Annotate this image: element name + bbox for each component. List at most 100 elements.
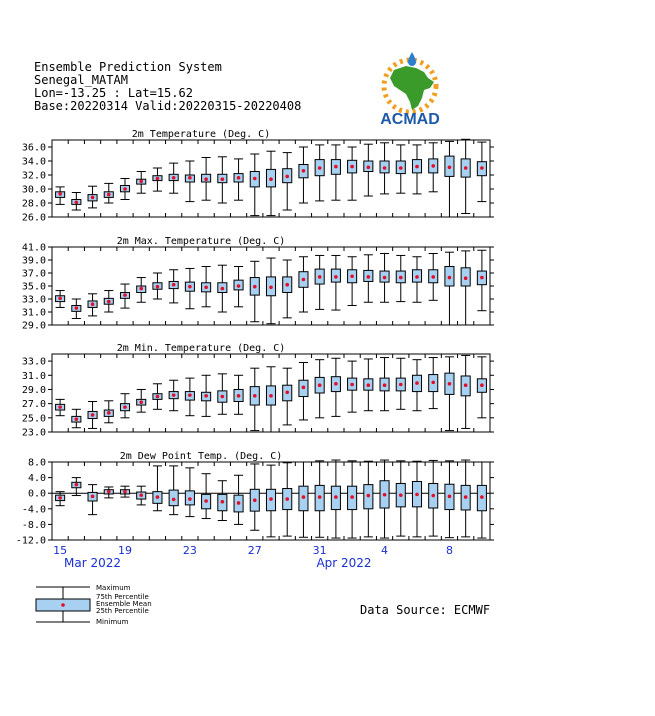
mean-dot <box>382 383 387 388</box>
panel-1-ytick-label: 35.0 <box>22 282 46 293</box>
mean-dot <box>480 383 484 388</box>
panel-2-ytick-label: 31.0 <box>22 371 46 382</box>
mean-dot <box>188 497 192 501</box>
mean-dot <box>90 413 95 417</box>
mean-dot <box>106 299 111 304</box>
x-tick-label: 23 <box>183 544 197 557</box>
mean-dot <box>366 383 371 388</box>
mean-dot <box>220 394 225 399</box>
mean-dot <box>301 495 306 499</box>
mean-dot <box>171 393 176 397</box>
mean-dot <box>171 497 176 502</box>
mean-dot <box>123 405 127 409</box>
water-drop-icon <box>408 52 416 66</box>
panel-0-ytick-label: 32.0 <box>22 171 46 182</box>
panel-3-title: 2m Dew Point Temp. (Deg. C) <box>120 451 283 462</box>
mean-dot <box>350 274 354 279</box>
panel-1-ytick-label: 39.0 <box>22 256 46 267</box>
mean-dot <box>139 179 144 184</box>
panel-0-ytick-label: 26.0 <box>22 213 46 224</box>
mean-dot <box>269 394 273 398</box>
mean-dot <box>123 293 127 297</box>
mean-dot <box>447 165 452 170</box>
x-tick-label: 8 <box>446 544 453 557</box>
mean-dot <box>382 275 387 280</box>
mean-dot <box>398 275 403 280</box>
mean-dot <box>398 493 403 497</box>
panel-2-ytick-label: 23.0 <box>22 428 46 439</box>
mean-dot <box>74 306 79 310</box>
mean-dot <box>90 302 95 307</box>
header-line-4: Base:20220314 Valid:20220315-20220408 <box>34 99 302 113</box>
header-line-3: Lon=-13.25 : Lat=15.62 <box>34 86 193 100</box>
mean-dot <box>334 495 338 499</box>
panel-0-ytick-label: 34.0 <box>22 157 46 168</box>
mean-dot <box>155 495 160 499</box>
africa-map-icon <box>390 66 434 110</box>
mean-dot <box>431 275 436 279</box>
mean-dot <box>463 276 468 281</box>
mean-dot <box>155 176 160 181</box>
mean-dot <box>236 501 241 505</box>
mean-dot <box>366 165 371 170</box>
panel-0-title: 2m Temperature (Deg. C) <box>132 129 270 140</box>
mean-dot <box>317 275 322 279</box>
panel-2-ytick-label: 33.0 <box>22 357 46 368</box>
x-tick-label: 31 <box>313 544 327 557</box>
mean-dot <box>415 275 419 279</box>
mean-dot <box>431 164 436 168</box>
mean-dot <box>269 177 273 181</box>
mean-dot <box>398 382 403 387</box>
mean-dot <box>252 394 257 398</box>
mean-dot <box>58 496 62 500</box>
mean-dot <box>58 296 62 301</box>
mean-dot <box>58 192 62 196</box>
mean-dot <box>269 285 273 290</box>
mean-dot <box>171 176 176 180</box>
mean-dot <box>106 489 111 494</box>
mean-dot <box>188 393 192 397</box>
logo-text: ACMAD <box>380 111 440 128</box>
x-tick-label: 15 <box>53 544 67 557</box>
mean-dot <box>431 380 436 385</box>
mean-dot <box>74 200 79 205</box>
mean-dot <box>334 381 338 386</box>
mean-dot <box>285 174 290 179</box>
mean-dot <box>415 492 419 497</box>
mean-dot <box>188 176 192 180</box>
mean-dot <box>480 166 484 170</box>
mean-dot <box>350 495 354 499</box>
panel-0-ytick-label: 36.0 <box>22 143 46 154</box>
mean-dot <box>204 394 208 398</box>
header-line-2: Senegal_MATAM <box>34 73 128 87</box>
mean-dot <box>366 275 371 279</box>
mean-dot <box>204 285 208 290</box>
panel-1-ytick-label: 33.0 <box>22 295 46 306</box>
panel-0-frame <box>51 139 491 218</box>
mean-dot <box>269 497 273 501</box>
panel-1-ytick-label: 29.0 <box>22 321 46 332</box>
mean-dot <box>301 385 306 390</box>
x-tick-label: 19 <box>118 544 132 557</box>
month-label: Mar 2022 <box>64 556 121 570</box>
mean-dot <box>398 166 403 170</box>
x-tick-label: 27 <box>248 544 262 557</box>
mean-dot <box>252 176 257 181</box>
acmad-logo: ACMAD <box>380 52 440 128</box>
mean-dot <box>123 187 127 191</box>
mean-dot <box>90 494 95 499</box>
data-source-label: Data Source: ECMWF <box>360 603 491 617</box>
month-label: Apr 2022 <box>316 556 371 570</box>
mean-dot <box>480 495 484 499</box>
panel-2-ytick-label: 27.0 <box>22 399 46 410</box>
panel-3-frame <box>51 461 491 541</box>
header-line-1: Ensemble Prediction System <box>34 60 222 74</box>
panel-3-ytick-label: 4.0 <box>28 473 46 484</box>
mean-dot <box>236 284 241 288</box>
panel-1-title: 2m Max. Temperature (Deg. C) <box>117 236 286 247</box>
panel-2-ytick-label: 29.0 <box>22 385 46 396</box>
mean-dot <box>431 493 436 498</box>
mean-dot <box>334 275 338 279</box>
mean-dot <box>106 411 111 415</box>
